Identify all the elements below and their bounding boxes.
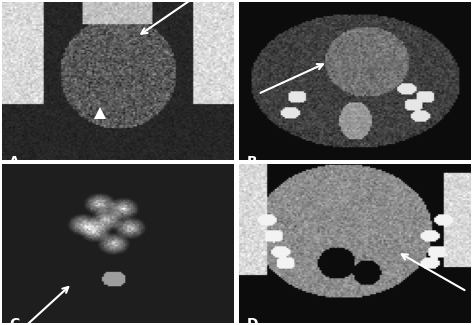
Text: B: B <box>246 154 257 169</box>
Text: D: D <box>246 317 258 325</box>
Text: A: A <box>9 154 20 169</box>
Text: C: C <box>9 317 19 325</box>
